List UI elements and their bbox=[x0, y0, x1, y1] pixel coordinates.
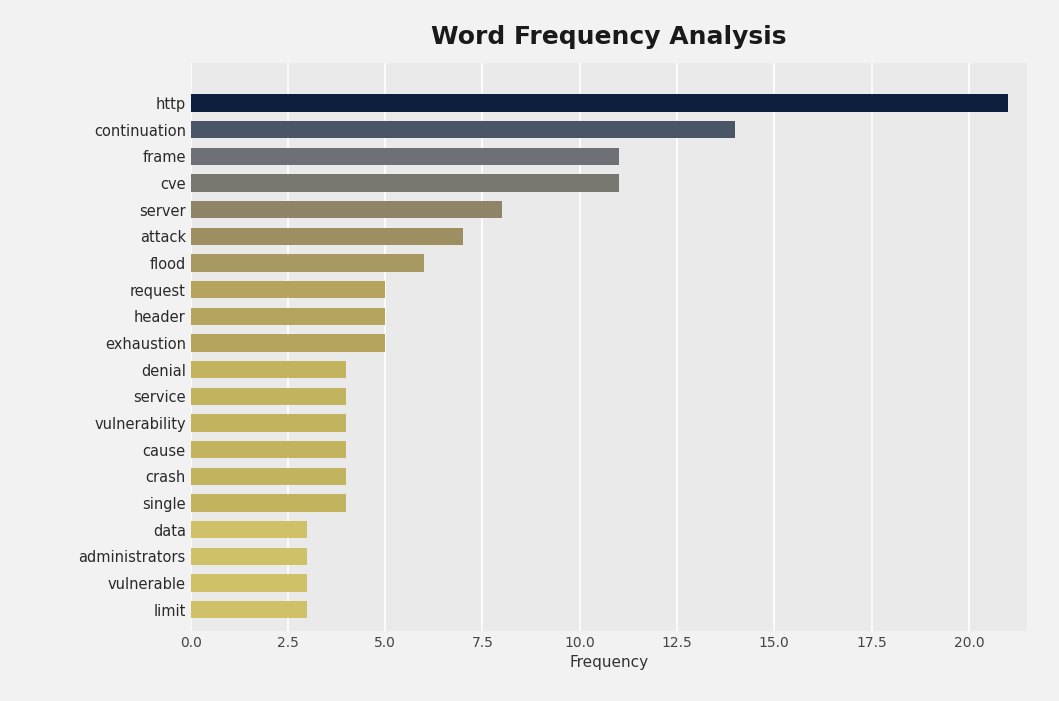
Bar bbox=[191, 521, 307, 538]
Bar bbox=[191, 494, 346, 512]
Bar bbox=[191, 95, 1008, 111]
Bar bbox=[191, 175, 618, 191]
X-axis label: Frequency: Frequency bbox=[570, 655, 648, 670]
Bar bbox=[191, 121, 735, 138]
Bar bbox=[191, 228, 463, 245]
Bar bbox=[191, 547, 307, 565]
Bar bbox=[191, 254, 424, 272]
Bar bbox=[191, 308, 385, 325]
Bar bbox=[191, 361, 346, 379]
Bar bbox=[191, 148, 618, 165]
Bar bbox=[191, 574, 307, 592]
Bar bbox=[191, 601, 307, 618]
Bar bbox=[191, 201, 502, 219]
Bar bbox=[191, 414, 346, 432]
Bar bbox=[191, 388, 346, 405]
Title: Word Frequency Analysis: Word Frequency Analysis bbox=[431, 25, 787, 48]
Bar bbox=[191, 468, 346, 485]
Bar bbox=[191, 334, 385, 352]
Bar bbox=[191, 281, 385, 299]
Bar bbox=[191, 441, 346, 458]
